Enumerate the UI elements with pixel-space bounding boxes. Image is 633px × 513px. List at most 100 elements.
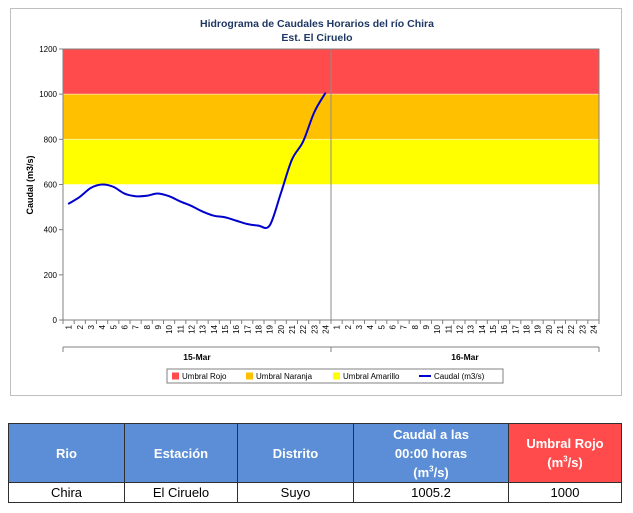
x-tick-label-10: 11 <box>176 324 185 333</box>
x-tick-label-15: 16 <box>232 324 241 333</box>
x-tick-label-45: 22 <box>567 324 576 333</box>
series-point-17 <box>257 224 260 227</box>
x-tick-label-31: 8 <box>411 324 420 329</box>
x-tick-label-12: 13 <box>199 324 208 333</box>
cell-umbral: 1000 <box>508 482 622 503</box>
series-point-22 <box>313 111 316 114</box>
y-tick-label-3: 600 <box>44 181 58 190</box>
series-point-5 <box>123 192 126 195</box>
series-point-1 <box>78 196 81 198</box>
y-tick-label-0: 0 <box>53 316 58 325</box>
series-point-20 <box>291 158 293 161</box>
x-tick-label-32: 9 <box>422 324 431 329</box>
hydrograph-chart: Hidrograma de Caudales Horarios del río … <box>25 18 600 384</box>
x-tick-label-1: 2 <box>76 324 85 329</box>
x-tick-label-22: 23 <box>310 324 319 333</box>
x-tick-label-25: 2 <box>344 324 353 329</box>
legend-swatch-1 <box>246 372 253 380</box>
cell-rio: Chira <box>8 482 125 503</box>
series-point-3 <box>101 183 103 186</box>
x-tick-label-47: 24 <box>589 324 598 333</box>
header-estacion: Estación <box>124 423 238 483</box>
cell-distrito: Suyo <box>237 482 354 503</box>
series-point-19 <box>279 192 282 195</box>
header-caudal: Caudal a las 00:00 horas (m3/s) <box>353 423 509 483</box>
x-tick-label-6: 7 <box>132 324 141 329</box>
chart-title: Hidrograma de Caudales Horarios del río … <box>200 18 434 30</box>
x-tick-label-39: 16 <box>500 324 509 333</box>
y-tick-label-5: 1000 <box>39 90 57 99</box>
x-tick-label-30: 7 <box>400 324 409 329</box>
x-tick-label-46: 23 <box>578 324 587 333</box>
x-tick-label-0: 1 <box>65 324 74 329</box>
header-caudal-line2: 00:00 horas <box>394 445 468 461</box>
legend-label-0: Umbral Rojo <box>182 372 227 381</box>
legend-label-2: Umbral Amarillo <box>343 372 400 381</box>
x-tick-label-18: 19 <box>266 324 275 333</box>
x-tick-label-38: 15 <box>489 324 498 333</box>
series-point-12 <box>201 210 204 213</box>
x-tick-label-35: 12 <box>455 324 464 333</box>
header-umbral-unit-pre: (m <box>547 455 564 470</box>
x-tick-label-28: 5 <box>377 324 386 329</box>
chart-panel: Hidrograma de Caudales Horarios del río … <box>10 8 622 396</box>
series-point-13 <box>212 214 215 217</box>
x-tick-label-5: 6 <box>120 324 129 329</box>
y-tick-label-1: 200 <box>44 271 58 280</box>
table-header-row: Rio Estación Distrito Caudal a las 00:00… <box>8 423 622 483</box>
series-point-2 <box>90 187 92 189</box>
legend-label-1: Umbral Naranja <box>256 372 313 381</box>
x-tick-label-2: 3 <box>87 324 96 329</box>
header-umbral-unit-post: /s) <box>567 455 583 470</box>
x-tick-label-29: 6 <box>388 324 397 329</box>
x-tick-label-44: 21 <box>556 324 565 333</box>
header-caudal-line1: Caudal a las <box>393 426 469 442</box>
date-label-1: 16-Mar <box>451 352 479 362</box>
x-tick-label-43: 20 <box>545 324 554 333</box>
x-tick-label-33: 10 <box>433 324 442 333</box>
x-tick-label-42: 19 <box>534 324 543 333</box>
series-point-21 <box>302 140 304 143</box>
series-point-15 <box>235 219 237 222</box>
series-point-0 <box>67 202 70 205</box>
x-tick-label-3: 4 <box>98 324 107 329</box>
summary-table: Rio Estación Distrito Caudal a las 00:00… <box>8 423 622 503</box>
x-tick-label-23: 24 <box>321 324 330 333</box>
y-axis-label: Caudal (m3/s) <box>25 155 35 214</box>
series-point-10 <box>179 200 182 203</box>
x-tick-label-11: 12 <box>187 324 196 333</box>
header-caudal-unit-post: /s) <box>433 464 449 480</box>
x-tick-label-9: 10 <box>165 324 174 333</box>
series-point-18 <box>268 224 271 227</box>
series-point-8 <box>157 192 159 195</box>
header-umbral-unit-sup: 3 <box>563 454 568 464</box>
series-point-16 <box>246 223 249 225</box>
x-tick-label-14: 15 <box>221 324 230 333</box>
x-tick-label-7: 8 <box>143 324 152 329</box>
header-caudal-unit-pre: (m <box>413 464 430 480</box>
legend: Umbral Rojo Umbral Naranja Umbral Amarillo… <box>166 368 504 384</box>
series-point-14 <box>224 216 226 219</box>
x-tick-label-19: 20 <box>277 324 286 333</box>
x-tick-label-27: 4 <box>366 324 375 329</box>
header-umbral-rojo: Umbral Rojo (m3/s) <box>508 423 622 483</box>
x-tick-label-4: 5 <box>109 324 118 329</box>
x-tick-label-40: 17 <box>511 324 520 333</box>
legend-swatch-0 <box>172 372 179 380</box>
x-tick-label-8: 9 <box>154 324 163 329</box>
series-point-9 <box>168 195 170 198</box>
series-line-caudal <box>68 92 327 230</box>
chart-subtitle: Est. El Ciruelo <box>281 32 352 44</box>
series-point-6 <box>134 195 137 198</box>
x-tick-label-37: 14 <box>478 324 487 333</box>
x-tick-label-17: 18 <box>254 324 263 333</box>
series-point-11 <box>190 205 193 207</box>
legend-swatch-2 <box>333 372 340 380</box>
x-tick-label-41: 18 <box>522 324 531 333</box>
date-label-0: 15-Mar <box>183 352 211 362</box>
x-tick-label-16: 17 <box>243 324 252 333</box>
x-tick-label-24: 1 <box>333 324 342 329</box>
y-tick-label-4: 800 <box>44 135 58 144</box>
y-tick-label-2: 400 <box>44 226 58 235</box>
x-tick-label-36: 13 <box>467 324 476 333</box>
